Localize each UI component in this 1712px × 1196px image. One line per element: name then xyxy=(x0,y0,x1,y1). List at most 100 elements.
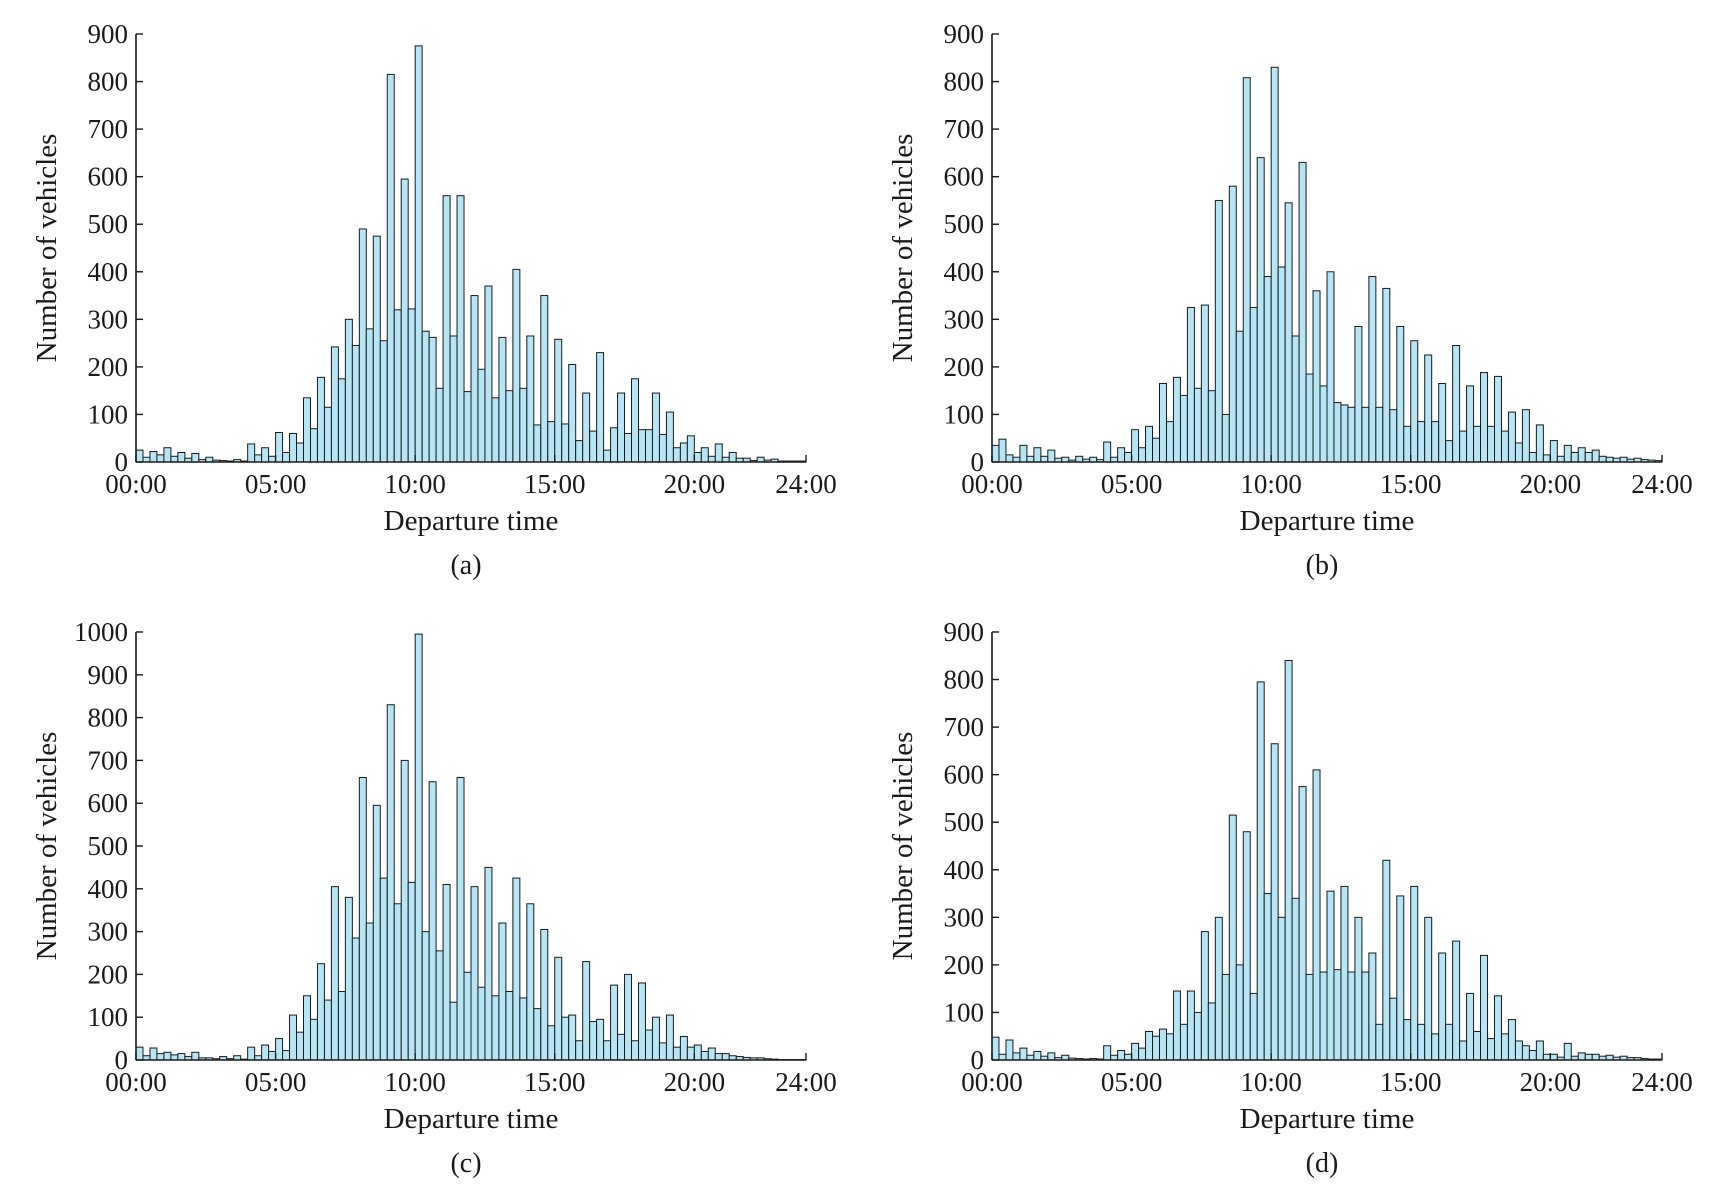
y-tick-label: 400 xyxy=(88,257,129,287)
bar xyxy=(1556,455,1565,463)
bar xyxy=(358,228,367,463)
bar xyxy=(651,392,660,463)
bar xyxy=(519,997,528,1061)
bar xyxy=(163,447,172,463)
bar xyxy=(1535,424,1544,463)
y-axis-label: Number of vehicles xyxy=(887,732,919,961)
bar xyxy=(1207,1002,1216,1061)
y-tick-label: 400 xyxy=(944,257,985,287)
bar xyxy=(665,1014,674,1061)
y-tick-label: 500 xyxy=(944,209,985,239)
x-tick-label: 24:00 xyxy=(775,1067,837,1097)
bar xyxy=(1340,885,1349,1061)
bar xyxy=(1165,1033,1174,1061)
bar xyxy=(561,1016,570,1061)
bar xyxy=(1424,354,1433,463)
bar xyxy=(1375,406,1384,463)
bar xyxy=(1152,437,1160,463)
bar xyxy=(491,995,500,1061)
bar xyxy=(1326,890,1335,1061)
x-tick-label: 00:00 xyxy=(105,469,167,499)
bar xyxy=(498,336,507,463)
bar xyxy=(1452,940,1461,1061)
bar xyxy=(1165,421,1174,463)
bar xyxy=(1445,440,1454,463)
bar xyxy=(1298,786,1307,1061)
x-ticks-b: 00:00 05:00 10:00 15:00 20:00 24:00 xyxy=(961,455,1693,499)
bar xyxy=(191,452,200,463)
bar xyxy=(449,335,458,463)
bar xyxy=(1347,971,1356,1061)
bar xyxy=(1312,769,1321,1061)
bar xyxy=(386,704,395,1061)
bars-d xyxy=(991,660,1663,1061)
bar xyxy=(442,195,451,463)
bar xyxy=(998,438,1007,463)
bar xyxy=(407,308,416,463)
bar xyxy=(337,378,346,463)
bar xyxy=(1494,375,1502,463)
bar xyxy=(135,449,144,463)
bar xyxy=(1354,916,1363,1061)
bar xyxy=(1368,276,1377,463)
bar xyxy=(1298,161,1307,463)
bar xyxy=(1124,451,1133,463)
bar xyxy=(477,986,486,1061)
y-tick-label: 900 xyxy=(944,617,985,647)
bar xyxy=(1138,1047,1147,1061)
bar xyxy=(679,442,688,463)
x-tick-label: 15:00 xyxy=(1380,469,1442,499)
x-tick-label: 10:00 xyxy=(384,1067,446,1097)
bar xyxy=(533,424,542,463)
bar xyxy=(344,896,353,1061)
bar xyxy=(672,1046,681,1061)
y-axis-label: Number of vehicles xyxy=(31,134,63,363)
x-ticks-c: 00:00 05:00 10:00 15:00 20:00 24:00 xyxy=(105,1053,837,1097)
bar xyxy=(1494,995,1502,1061)
bar xyxy=(1563,1042,1572,1061)
bar xyxy=(421,931,430,1061)
x-axis-label: Departure time xyxy=(1240,505,1415,537)
y-tick-label: 400 xyxy=(944,855,985,885)
bar xyxy=(582,392,591,463)
y-tick-label: 0 xyxy=(115,1045,129,1075)
y-tick-label: 300 xyxy=(944,902,985,932)
bar xyxy=(463,391,472,463)
bar xyxy=(1361,971,1370,1061)
bar xyxy=(309,428,318,463)
bar xyxy=(414,633,423,1061)
y-tick-label: 600 xyxy=(88,162,129,192)
bar xyxy=(1507,411,1516,463)
y-tick-label: 600 xyxy=(944,760,985,790)
bar xyxy=(316,963,325,1061)
bar xyxy=(477,368,486,463)
x-tick-label: 20:00 xyxy=(1520,1067,1582,1097)
panel-label: (c) xyxy=(450,1148,481,1179)
bar xyxy=(707,1047,716,1061)
bar xyxy=(1263,893,1272,1061)
bar xyxy=(1047,1052,1056,1061)
panel-label: (a) xyxy=(450,550,481,581)
bar xyxy=(631,378,640,463)
bar xyxy=(1131,429,1140,463)
y-tick-label: 700 xyxy=(88,745,129,775)
bar xyxy=(526,335,535,463)
x-tick-label: 05:00 xyxy=(245,469,307,499)
chart-b: 0 100 200 300 400 500 600 700 800 900 00:00 05:00 10… xyxy=(887,19,1693,581)
bar xyxy=(561,423,570,463)
x-tick-label: 10:00 xyxy=(1240,1067,1302,1097)
bar xyxy=(1103,441,1112,463)
bar xyxy=(470,295,479,463)
bar xyxy=(1528,451,1537,463)
y-tick-label: 600 xyxy=(88,788,129,818)
bar xyxy=(1242,831,1251,1061)
x-ticks-a: 00:00 05:00 10:00 15:00 20:00 24:00 xyxy=(105,455,837,499)
bar xyxy=(1179,1023,1188,1061)
bar xyxy=(1584,1053,1593,1061)
bar xyxy=(603,449,612,463)
y-ticks-b: 0 100 200 300 400 500 600 700 800 900 xyxy=(944,19,999,477)
y-tick-label: 0 xyxy=(115,447,129,477)
bars-a xyxy=(135,45,807,463)
bar xyxy=(672,447,681,463)
bar xyxy=(379,340,388,463)
